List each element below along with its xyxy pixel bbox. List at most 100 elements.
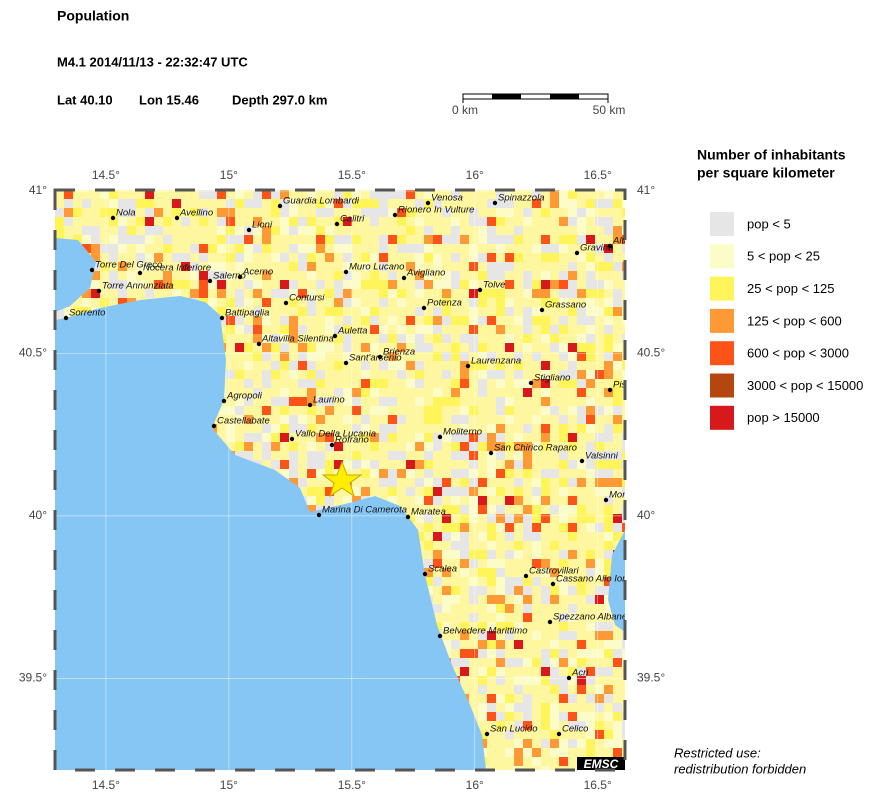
city-dot	[96, 288, 102, 294]
city-dot	[556, 731, 562, 737]
legend-swatch	[710, 405, 734, 430]
city-label: Acri	[571, 668, 589, 679]
city-label: Torre Annunziata	[102, 281, 174, 292]
city-dot	[421, 305, 427, 311]
city-dot	[484, 731, 490, 737]
city-dot	[246, 227, 252, 233]
map-frame	[53, 188, 627, 772]
badge: EMSC	[584, 757, 619, 771]
city-label: Contursi	[289, 293, 325, 304]
city-dot	[392, 212, 398, 218]
legend-label: 3000 < pop < 15000	[747, 378, 863, 393]
city-label: Vallo Della Lucania	[295, 429, 376, 440]
badge-bg	[577, 757, 625, 770]
city-label: Pisticci	[613, 380, 643, 391]
legend-label: 5 < pop < 25	[747, 249, 820, 264]
city-dot	[477, 287, 483, 293]
city-label: Avigliano	[406, 268, 445, 279]
map: Nola Avellino Guardia Lombardi Venosa Spinaz…	[55, 190, 651, 771]
city-label: San Lucido	[490, 724, 538, 735]
scale-start: 0 km	[452, 103, 478, 117]
city-label: Acerno	[242, 267, 273, 278]
city-label: Laurino	[313, 395, 345, 406]
city-label: Cassano Allo Ionio	[556, 574, 635, 585]
legend-title: Number of inhabitants	[697, 147, 846, 163]
city-dot	[283, 300, 289, 306]
city-label: Altamura	[612, 236, 651, 247]
lat: Lat 40.10	[57, 92, 113, 107]
city-dot	[488, 450, 494, 456]
city-label: Muro Lucano	[349, 262, 404, 273]
city-label: Moliterno	[443, 427, 482, 438]
city-label: Castellabate	[217, 416, 270, 427]
city-dot	[603, 497, 609, 503]
city-label: Sorrento	[69, 308, 105, 319]
city-dot	[110, 215, 116, 221]
legend-swatch	[710, 212, 734, 236]
city-label: Laurenzana	[471, 356, 521, 367]
lon-label: 16°	[466, 778, 484, 792]
city-dot	[405, 514, 411, 520]
lon-label: 15.5°	[338, 778, 366, 792]
lon: Lon 15.46	[139, 92, 199, 107]
city-label: Rofrano	[335, 435, 369, 446]
city-dot	[277, 203, 283, 209]
city-label: Celico	[562, 724, 588, 735]
city-label: Torre Del Greco	[95, 260, 162, 271]
epicenter	[321, 460, 363, 498]
city-dot	[221, 398, 227, 404]
lat-label: 40°	[637, 508, 655, 522]
city-label: Sant'arsenio	[349, 353, 402, 364]
city-dot	[332, 333, 338, 339]
event: M4.1 2014/11/13 - 22:32:47 UTC	[57, 54, 248, 69]
lon-label: 14.5°	[92, 778, 120, 792]
city-label: Agropoli	[226, 391, 263, 402]
scale-bar	[462, 93, 609, 103]
city-dot	[329, 442, 335, 448]
legend-label: pop > 15000	[747, 410, 820, 425]
city-dot	[174, 215, 180, 221]
city-dot	[539, 307, 545, 313]
city-label: Gravina	[580, 243, 613, 254]
city-dot	[89, 267, 95, 273]
city-dot	[316, 512, 322, 518]
lat-label: 39.5°	[19, 671, 47, 685]
city-label: San Chirico Raparo	[494, 443, 577, 454]
city-dot	[528, 380, 534, 386]
lat-label: 40°	[29, 508, 47, 522]
city-label: Nocera Inferiore	[143, 263, 211, 274]
lat-label: 40.5°	[637, 346, 665, 360]
city-label: Tolve	[483, 280, 505, 291]
city-dot	[550, 581, 556, 587]
city-label: Altavilla Silentina	[261, 334, 334, 345]
city-dot	[219, 315, 225, 321]
city-label: Valsinni	[585, 451, 619, 462]
city-dot	[492, 200, 498, 206]
city-dot	[437, 633, 443, 639]
city-dot	[377, 354, 383, 360]
city-dot	[607, 243, 613, 249]
city-dot	[63, 315, 69, 321]
city-label: Battipaglia	[225, 308, 269, 319]
city-dot	[137, 270, 143, 276]
lat-label: 41°	[637, 183, 655, 197]
city-label: Potenza	[427, 298, 462, 309]
city-dot	[211, 423, 217, 429]
city-label: Auletta	[337, 326, 368, 337]
city-dot	[425, 200, 431, 206]
legend-label: 125 < pop < 600	[747, 313, 842, 328]
city-dot	[574, 250, 580, 256]
city-dot	[523, 573, 529, 579]
legend-swatch	[710, 308, 734, 333]
city-dot	[334, 221, 340, 227]
legend-title: per square kilometer	[697, 165, 835, 181]
city-dot	[256, 341, 262, 347]
footer: Restricted use:	[674, 745, 761, 760]
city-label: Spinazzola	[498, 193, 544, 204]
lon-label: 15°	[220, 778, 238, 792]
lat-label: 41°	[29, 183, 47, 197]
title: Population	[57, 8, 129, 24]
city-label: Castrovillari	[529, 566, 580, 577]
lon-label: 15.5°	[338, 168, 366, 182]
